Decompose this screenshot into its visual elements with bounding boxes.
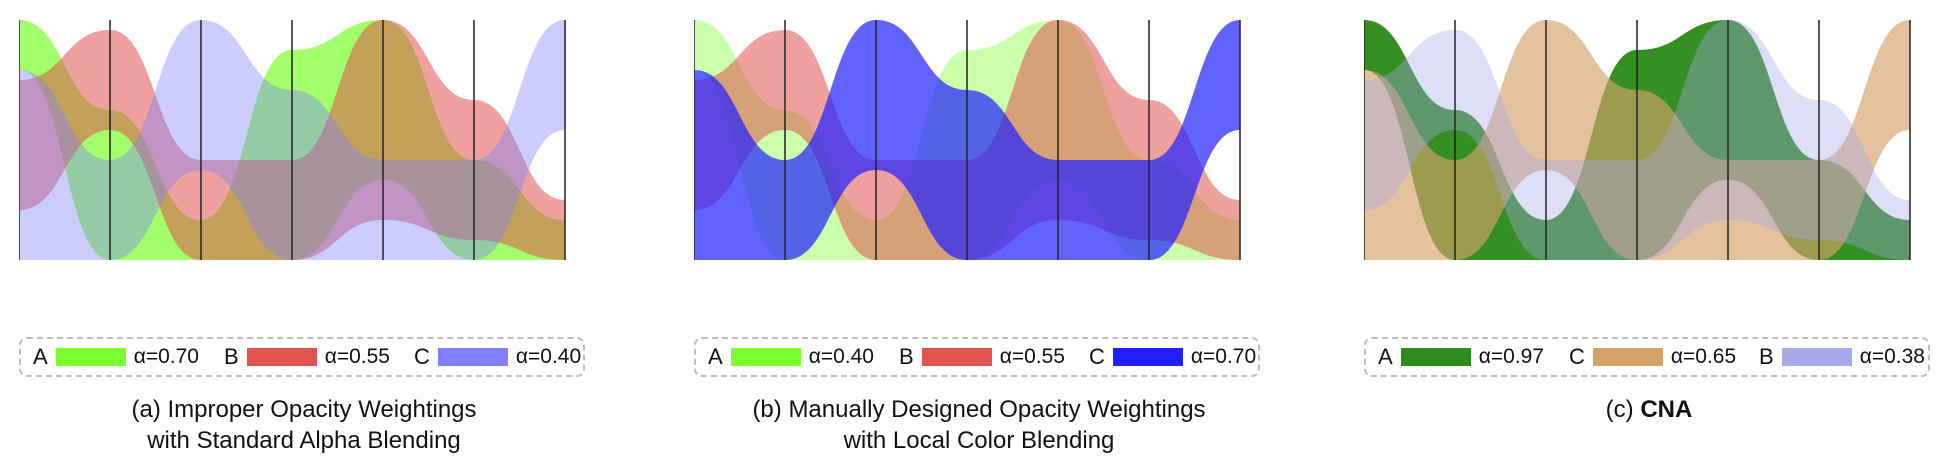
panel-b: A α=0.40 B α=0.55 C α=0.70 (b) Manually … — [694, 0, 1264, 458]
legend-item: A α=0.40 — [708, 339, 874, 375]
legend-color-swatch — [1592, 348, 1663, 366]
legend-color-swatch — [246, 348, 317, 366]
legend-alpha-label: α=0.40 — [515, 345, 582, 368]
legend-color-swatch — [730, 348, 801, 366]
legend-category-label: B — [899, 344, 914, 369]
panel-c: A α=0.97 C α=0.65 B α=0.38 (c) CNA — [1364, 0, 1934, 458]
caption-line: with Local Color Blending — [843, 427, 1115, 454]
legend-alpha-label: α=0.40 — [808, 345, 874, 368]
caption-c: (c) CNA — [1364, 394, 1934, 425]
legend-item: C α=0.70 — [1089, 339, 1256, 375]
legend-category-label: C — [414, 344, 430, 369]
caption-prefix: (c) — [1605, 396, 1641, 423]
panel-a: A α=0.70 B α=0.55 C α=0.40 (a) Improper … — [19, 0, 589, 458]
legend-color-swatch — [1400, 348, 1471, 366]
legend-category-label: B — [224, 344, 239, 369]
legend-color-swatch — [1781, 348, 1852, 366]
legend-color-swatch — [1112, 348, 1183, 366]
legend-alpha-label: α=0.38 — [1859, 345, 1925, 368]
legend-item: A α=0.70 — [33, 339, 199, 375]
legend-a: A α=0.70 B α=0.55 C α=0.40 — [19, 337, 585, 377]
caption-line: with Standard Alpha Blending — [147, 427, 461, 454]
legend-color-swatch — [921, 348, 992, 366]
legend-color-swatch — [437, 348, 508, 366]
category-band-b — [19, 20, 565, 260]
legend-c: A α=0.97 C α=0.65 B α=0.38 — [1364, 337, 1930, 377]
legend-category-label: A — [708, 344, 723, 369]
legend-item: A α=0.97 — [1378, 339, 1544, 375]
caption-a: (a) Improper Opacity Weightings with Sta… — [19, 394, 589, 456]
parallel-coordinates-plot-b — [694, 20, 1241, 260]
legend-item: B α=0.55 — [899, 339, 1065, 375]
legend-item: B α=0.38 — [1759, 339, 1925, 375]
legend-category-label: B — [1759, 344, 1774, 369]
legend-alpha-label: α=0.70 — [1190, 345, 1257, 368]
legend-category-label: C — [1569, 344, 1585, 369]
legend-category-label: A — [33, 344, 48, 369]
legend-alpha-label: α=0.55 — [999, 345, 1065, 368]
legend-alpha-label: α=0.55 — [324, 345, 390, 368]
legend-alpha-label: α=0.97 — [1478, 345, 1544, 368]
legend-alpha-label: α=0.65 — [1670, 345, 1737, 368]
caption-b: (b) Manually Designed Opacity Weightings… — [694, 394, 1264, 456]
legend-alpha-label: α=0.70 — [133, 345, 199, 368]
legend-category-label: A — [1378, 344, 1393, 369]
category-band-b — [1364, 20, 1910, 260]
legend-item: C α=0.65 — [1569, 339, 1736, 375]
legend-item: C α=0.40 — [414, 339, 581, 375]
parallel-coordinates-plot-c — [1364, 20, 1911, 260]
caption-method-name: CNA — [1640, 396, 1693, 423]
caption-line: (b) Manually Designed Opacity Weightings — [752, 396, 1206, 423]
legend-color-swatch — [55, 348, 126, 366]
legend-category-label: C — [1089, 344, 1105, 369]
legend-item: B α=0.55 — [224, 339, 390, 375]
legend-b: A α=0.40 B α=0.55 C α=0.70 — [694, 337, 1260, 377]
caption-line: (a) Improper Opacity Weightings — [131, 396, 477, 423]
parallel-coordinates-plot-a — [19, 20, 566, 260]
